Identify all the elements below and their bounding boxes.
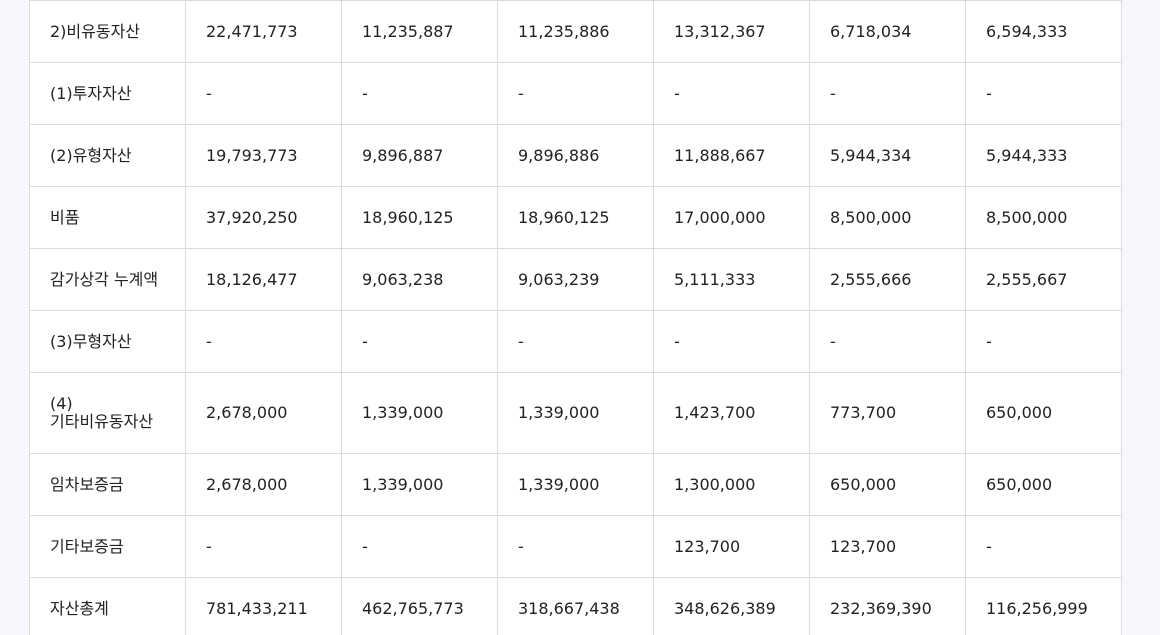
row-label: 기타보증금 <box>29 515 186 578</box>
table-cell: - <box>497 310 654 373</box>
table-cell: 348,626,389 <box>653 577 810 635</box>
table-cell: - <box>341 515 498 578</box>
row-label: (3)무형자산 <box>29 310 186 373</box>
table-cell: 1,300,000 <box>653 453 810 516</box>
table-cell: 11,235,886 <box>497 0 654 63</box>
table-cell: 5,944,333 <box>965 124 1122 187</box>
table-cell: - <box>653 310 810 373</box>
table-cell: 9,896,887 <box>341 124 498 187</box>
table-cell: 18,126,477 <box>185 248 342 311</box>
table-cell: 11,235,887 <box>341 0 498 63</box>
table-cell: 6,718,034 <box>809 0 966 63</box>
table-cell: 18,960,125 <box>497 186 654 249</box>
table-cell: - <box>965 62 1122 125</box>
table-cell: - <box>965 515 1122 578</box>
table-cell: 1,339,000 <box>341 372 498 454</box>
table-cell: 1,339,000 <box>497 372 654 454</box>
table-cell: - <box>341 310 498 373</box>
table-row: (3)무형자산 - - - - - - <box>29 310 1122 373</box>
table-row: (4) 기타비유동자산 2,678,000 1,339,000 1,339,00… <box>29 372 1122 454</box>
table-cell: 9,063,238 <box>341 248 498 311</box>
table-cell: 8,500,000 <box>809 186 966 249</box>
table-row: 임차보증금 2,678,000 1,339,000 1,339,000 1,30… <box>29 453 1122 516</box>
table-cell: 18,960,125 <box>341 186 498 249</box>
table-cell: 1,339,000 <box>341 453 498 516</box>
table-row: (1)투자자산 - - - - - - <box>29 62 1122 125</box>
row-label: (4) 기타비유동자산 <box>29 372 186 454</box>
financial-table: 2)비유동자산 22,471,773 11,235,887 11,235,886… <box>29 0 1122 635</box>
table-cell: 13,312,367 <box>653 0 810 63</box>
table-cell: 462,765,773 <box>341 577 498 635</box>
table-cell: 37,920,250 <box>185 186 342 249</box>
table-row: 기타보증금 - - - 123,700 123,700 - <box>29 515 1122 578</box>
table-cell: 773,700 <box>809 372 966 454</box>
table-cell: 650,000 <box>965 453 1122 516</box>
table-row: 2)비유동자산 22,471,773 11,235,887 11,235,886… <box>29 0 1122 63</box>
table-cell: 1,423,700 <box>653 372 810 454</box>
table-cell: - <box>653 62 810 125</box>
table-cell: 2,678,000 <box>185 453 342 516</box>
row-label: 2)비유동자산 <box>29 0 186 63</box>
table-row: 비품 37,920,250 18,960,125 18,960,125 17,0… <box>29 186 1122 249</box>
row-label: 자산총계 <box>29 577 186 635</box>
table-cell: 1,339,000 <box>497 453 654 516</box>
table-cell: - <box>497 515 654 578</box>
row-label: 비품 <box>29 186 186 249</box>
table-cell: 6,594,333 <box>965 0 1122 63</box>
row-label: (1)투자자산 <box>29 62 186 125</box>
table-cell: 5,111,333 <box>653 248 810 311</box>
table-cell: 650,000 <box>809 453 966 516</box>
table-row: 감가상각 누계액 18,126,477 9,063,238 9,063,239 … <box>29 248 1122 311</box>
table-cell: 232,369,390 <box>809 577 966 635</box>
row-label: 감가상각 누계액 <box>29 248 186 311</box>
row-label-line2: 기타비유동자산 <box>50 412 154 431</box>
table-cell: 11,888,667 <box>653 124 810 187</box>
table-cell: 123,700 <box>653 515 810 578</box>
table-row: (2)유형자산 19,793,773 9,896,887 9,896,886 1… <box>29 124 1122 187</box>
table-cell: - <box>965 310 1122 373</box>
table-cell: 318,667,438 <box>497 577 654 635</box>
table-cell: 19,793,773 <box>185 124 342 187</box>
table-cell: 9,896,886 <box>497 124 654 187</box>
table-cell: - <box>809 62 966 125</box>
table-cell: 2,678,000 <box>185 372 342 454</box>
table-cell: - <box>497 62 654 125</box>
row-label: (2)유형자산 <box>29 124 186 187</box>
row-label-line1: (4) <box>50 394 73 413</box>
table-cell: 17,000,000 <box>653 186 810 249</box>
table-cell: 123,700 <box>809 515 966 578</box>
table-row: 자산총계 781,433,211 462,765,773 318,667,438… <box>29 577 1122 635</box>
table-cell: 8,500,000 <box>965 186 1122 249</box>
table-cell: 5,944,334 <box>809 124 966 187</box>
table-cell: 2,555,667 <box>965 248 1122 311</box>
table-cell: 781,433,211 <box>185 577 342 635</box>
table-cell: - <box>341 62 498 125</box>
table-cell: 2,555,666 <box>809 248 966 311</box>
table-cell: 22,471,773 <box>185 0 342 63</box>
table-cell: - <box>809 310 966 373</box>
table-cell: - <box>185 62 342 125</box>
table-cell: 9,063,239 <box>497 248 654 311</box>
table-cell: - <box>185 515 342 578</box>
row-label: 임차보증금 <box>29 453 186 516</box>
table-cell: - <box>185 310 342 373</box>
table-cell: 116,256,999 <box>965 577 1122 635</box>
table-cell: 650,000 <box>965 372 1122 454</box>
